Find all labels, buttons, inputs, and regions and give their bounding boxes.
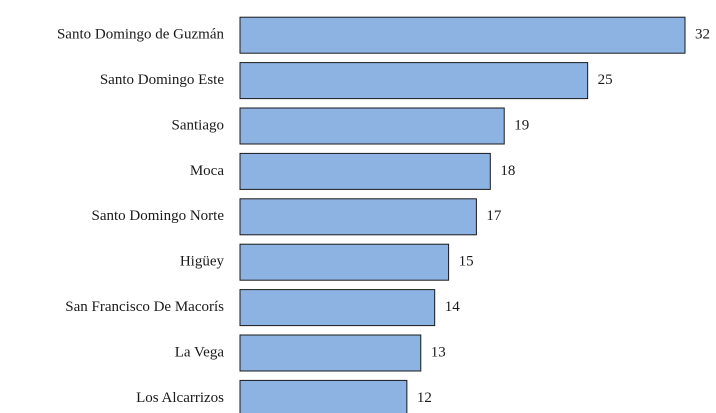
- bar: [239, 16, 686, 54]
- bar: [239, 107, 505, 145]
- bar: [239, 62, 589, 100]
- value-label: 12: [417, 390, 432, 406]
- value-label: 13: [431, 344, 446, 360]
- bar: [239, 198, 477, 236]
- category-label: Santo Domingo Este: [100, 72, 225, 88]
- value-label: 14: [445, 299, 461, 315]
- value-label: 17: [486, 208, 502, 224]
- category-label: La Vega: [175, 344, 225, 360]
- category-label: Santo Domingo de Guzmán: [57, 27, 225, 43]
- category-label: Moca: [190, 163, 224, 179]
- bar: [239, 152, 491, 190]
- value-label: 32: [695, 27, 710, 43]
- bar: [239, 289, 436, 327]
- value-label: 19: [514, 117, 529, 133]
- category-label: Santo Domingo Norte: [92, 208, 225, 224]
- value-label: 25: [598, 72, 613, 88]
- value-label: 18: [500, 163, 515, 179]
- category-label: San Francisco De Macorís: [65, 299, 224, 315]
- category-label: Higüey: [180, 254, 225, 270]
- category-label: Santiago: [172, 117, 225, 133]
- bar: [239, 334, 422, 372]
- value-label: 15: [459, 254, 474, 270]
- bar: [239, 379, 408, 413]
- category-label: Los Alcarrizos: [136, 390, 224, 406]
- bar: [239, 243, 450, 281]
